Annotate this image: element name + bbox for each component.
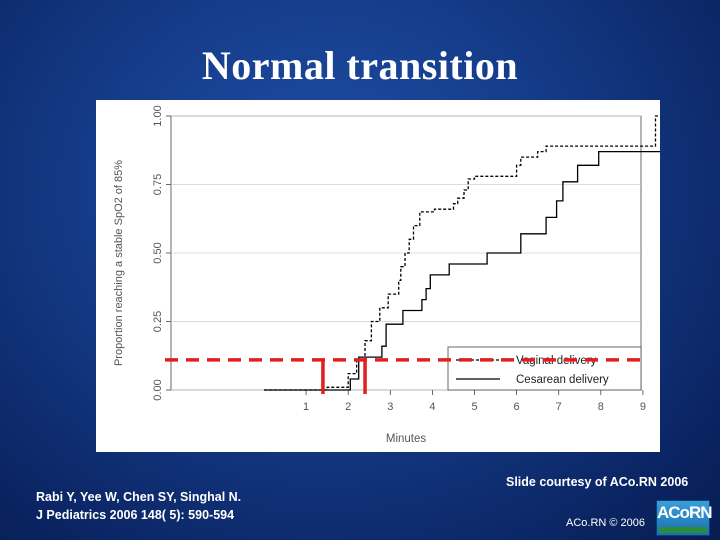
- legend-label: Cesarean delivery: [516, 374, 609, 386]
- x-tick-label: 6: [514, 401, 520, 413]
- slide-title: Normal transition: [201, 43, 519, 88]
- x-tick-label: 8: [598, 401, 604, 413]
- legend-box: [447, 346, 642, 391]
- acorn-logo: ACoRN: [656, 500, 713, 536]
- citation-authors: Rabi Y, Yee W, Chen SY, Singhal N.: [36, 490, 242, 504]
- x-tick-label: 1: [303, 401, 309, 413]
- y-tick-label: 0.25: [152, 311, 164, 332]
- cesarean-delivery-line: [264, 150, 660, 391]
- legend-label: Vaginal delivery: [516, 355, 597, 367]
- step-chart: 0.000.250.500.751.0012345678910MinutesPr…: [96, 100, 660, 452]
- vaginal-delivery-line: [264, 115, 660, 391]
- y-tick-label: 0.00: [152, 379, 164, 400]
- chart-svg: 0.000.250.500.751.0012345678910MinutesPr…: [113, 105, 660, 445]
- x-tick-label: 9: [640, 401, 646, 413]
- y-axis-label: Proportion reaching a stable SpO2 of 85%: [113, 160, 125, 366]
- x-tick-label: 3: [387, 401, 393, 413]
- x-tick-label: 4: [429, 401, 435, 413]
- slide-courtesy: Slide courtesy of ACo.RN 2006: [506, 475, 689, 489]
- x-tick-label: 7: [556, 401, 562, 413]
- copyright-text: ACo.RN © 2006: [566, 517, 646, 529]
- x-tick-label: 2: [345, 401, 351, 413]
- logo-text: ACoRN: [657, 503, 713, 522]
- y-tick-label: 0.75: [152, 174, 164, 195]
- citation: Rabi Y, Yee W, Chen SY, Singhal N. J Ped…: [36, 488, 241, 524]
- x-tick-label: 5: [471, 401, 477, 413]
- logo-stripe: [659, 527, 707, 533]
- x-axis-label: Minutes: [386, 433, 427, 445]
- y-tick-label: 1.00: [152, 105, 164, 126]
- y-tick-label: 0.50: [152, 242, 164, 263]
- citation-journal: J Pediatrics 2006 148( 5): 590-594: [36, 508, 235, 522]
